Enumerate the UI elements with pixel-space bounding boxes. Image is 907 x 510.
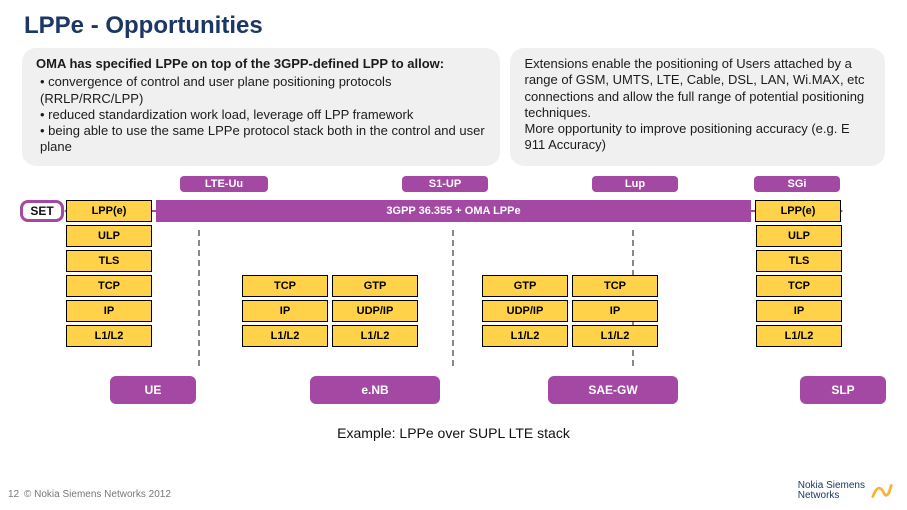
protocol-cell: IP <box>66 300 152 322</box>
protocol-cell <box>572 250 658 272</box>
protocol-column: ULP TLS TCP IP L1/L2 <box>756 200 842 350</box>
protocol-cell: L1/L2 <box>332 325 418 347</box>
node-ue: UE <box>110 376 196 404</box>
protocol-cell: L1/L2 <box>572 325 658 347</box>
node-slp: SLP <box>800 376 886 404</box>
protocol-cell: ULP <box>66 225 152 247</box>
interface-label: S1-UP <box>402 176 488 192</box>
protocol-cell <box>332 250 418 272</box>
logo-text: Nokia SiemensNetworks <box>798 481 865 501</box>
node-enb: e.NB <box>310 376 440 404</box>
example-caption: Example: LPPe over SUPL LTE stack <box>0 425 907 441</box>
node-saegw: SAE-GW <box>548 376 678 404</box>
protocol-cell: GTP <box>332 275 418 297</box>
protocol-cell: L1/L2 <box>66 325 152 347</box>
protocol-cell <box>242 225 328 247</box>
protocol-cell <box>66 200 152 222</box>
protocol-cell: TCP <box>242 275 328 297</box>
left-bullet: convergence of control and user plane po… <box>40 74 486 107</box>
page-title: LPPe - Opportunities <box>0 0 907 48</box>
protocol-cell <box>242 250 328 272</box>
protocol-cell <box>572 225 658 247</box>
protocol-cell: TCP <box>572 275 658 297</box>
protocol-cell <box>332 200 418 222</box>
protocol-cell <box>332 225 418 247</box>
protocol-cell: IP <box>756 300 842 322</box>
column-divider <box>198 230 200 366</box>
left-heading: OMA has specified LPPe on top of the 3GP… <box>36 56 486 72</box>
interface-label: LTE-Uu <box>180 176 268 192</box>
interface-label: SGi <box>754 176 840 192</box>
right-p2: More opportunity to improve positioning … <box>524 121 871 154</box>
protocol-cell <box>572 200 658 222</box>
info-boxes: OMA has specified LPPe on top of the 3GP… <box>0 48 907 166</box>
wave-icon <box>871 480 893 502</box>
protocol-cell: TCP <box>756 275 842 297</box>
protocol-cell: TCP <box>66 275 152 297</box>
interface-label: Lup <box>592 176 678 192</box>
info-box-left: OMA has specified LPPe on top of the 3GP… <box>22 48 500 166</box>
protocol-cell: ULP <box>756 225 842 247</box>
protocol-column: TCP IP L1/L2 <box>242 200 328 350</box>
info-box-right: Extensions enable the positioning of Use… <box>510 48 885 166</box>
protocol-column: GTP UDP/IP L1/L2 <box>332 200 418 350</box>
protocol-cell: L1/L2 <box>242 325 328 347</box>
protocol-cell <box>482 225 568 247</box>
protocol-cell <box>482 200 568 222</box>
protocol-cell: UDP/IP <box>332 300 418 322</box>
protocol-cell: GTP <box>482 275 568 297</box>
protocol-diagram: LTE-UuS1-UPLupSGi SET LPP(e) 3GPP 36.355… <box>22 176 885 421</box>
protocol-cell: UDP/IP <box>482 300 568 322</box>
protocol-cell: TLS <box>756 250 842 272</box>
protocol-cell <box>756 200 842 222</box>
protocol-cell: TLS <box>66 250 152 272</box>
right-p1: Extensions enable the positioning of Use… <box>524 56 871 121</box>
protocol-cell: L1/L2 <box>756 325 842 347</box>
logo: Nokia SiemensNetworks <box>798 480 893 502</box>
page-number: 12 <box>8 489 19 500</box>
protocol-column: ULP TLS TCP IP L1/L2 <box>66 200 152 350</box>
protocol-cell: L1/L2 <box>482 325 568 347</box>
protocol-column: TCP IP L1/L2 <box>572 200 658 350</box>
protocol-cell <box>482 250 568 272</box>
protocol-cell: IP <box>572 300 658 322</box>
protocol-column: GTP UDP/IP L1/L2 <box>482 200 568 350</box>
protocol-cell <box>242 200 328 222</box>
left-bullet: reduced standardization work load, lever… <box>40 107 486 123</box>
copyright: © Nokia Siemens Networks 2012 <box>24 489 171 500</box>
protocol-cell: IP <box>242 300 328 322</box>
set-badge: SET <box>20 200 64 222</box>
left-bullet: being able to use the same LPPe protocol… <box>40 123 486 156</box>
column-divider <box>452 230 454 366</box>
